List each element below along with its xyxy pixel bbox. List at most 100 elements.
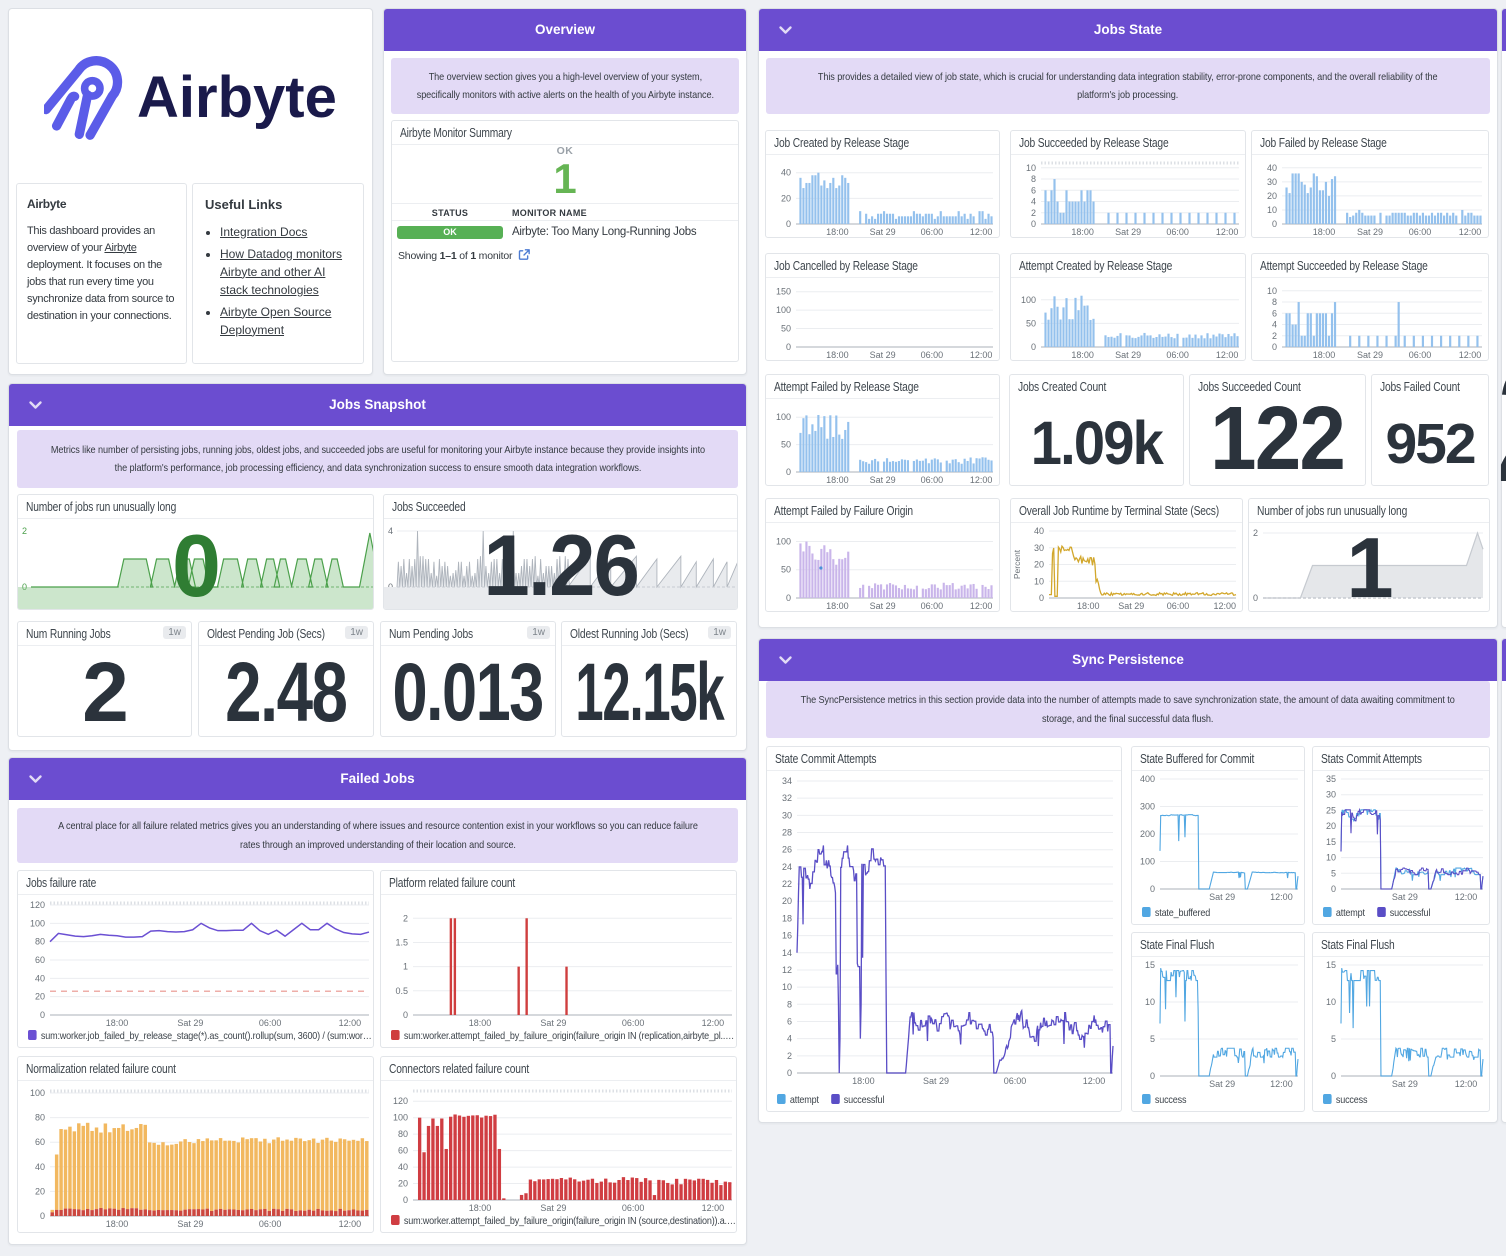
- svg-text:4: 4: [787, 1034, 792, 1044]
- svg-text:06:00: 06:00: [1166, 350, 1189, 360]
- svg-text:34: 34: [782, 776, 792, 786]
- svg-text:200: 200: [1140, 829, 1155, 839]
- svg-text:12:00: 12:00: [970, 227, 993, 237]
- svg-text:12:00: 12:00: [1216, 350, 1239, 360]
- svg-text:2: 2: [1272, 331, 1277, 341]
- svg-text:40: 40: [35, 973, 45, 983]
- svg-text:18:00: 18:00: [1071, 350, 1094, 360]
- svg-text:Sat 29: Sat 29: [1115, 227, 1141, 237]
- svg-text:20: 20: [1267, 191, 1277, 201]
- svg-text:10: 10: [1034, 576, 1044, 586]
- svg-text:12:00: 12:00: [702, 1018, 725, 1028]
- svg-text:100: 100: [30, 1088, 45, 1098]
- svg-text:12:00: 12:00: [1459, 350, 1482, 360]
- svg-text:0: 0: [22, 582, 27, 592]
- svg-text:18:00: 18:00: [852, 1076, 875, 1086]
- svg-text:100: 100: [1021, 295, 1036, 305]
- svg-text:120: 120: [393, 1096, 408, 1106]
- svg-text:06:00: 06:00: [259, 1219, 282, 1229]
- svg-text:12:00: 12:00: [970, 475, 993, 485]
- svg-text:Sat 29: Sat 29: [1392, 892, 1418, 902]
- svg-text:16: 16: [782, 931, 792, 941]
- svg-text:12:00: 12:00: [1270, 1079, 1293, 1089]
- svg-text:12:00: 12:00: [1214, 601, 1237, 611]
- svg-text:15: 15: [1326, 960, 1336, 970]
- svg-text:15: 15: [1326, 837, 1336, 847]
- svg-text:8: 8: [787, 999, 792, 1009]
- svg-text:4: 4: [1272, 320, 1277, 330]
- svg-text:2: 2: [403, 913, 408, 923]
- svg-text:60: 60: [35, 955, 45, 965]
- svg-text:18:00: 18:00: [1077, 601, 1100, 611]
- svg-text:18:00: 18:00: [826, 350, 849, 360]
- svg-text:28: 28: [782, 828, 792, 838]
- svg-text:12: 12: [782, 965, 792, 975]
- svg-text:12:00: 12:00: [339, 1018, 362, 1028]
- svg-text:0: 0: [1331, 884, 1336, 894]
- svg-text:Percent: Percent: [1012, 549, 1022, 579]
- svg-text:18:00: 18:00: [106, 1219, 129, 1229]
- svg-text:06:00: 06:00: [259, 1018, 282, 1028]
- svg-text:100: 100: [776, 412, 791, 422]
- svg-text:0: 0: [1031, 219, 1036, 229]
- svg-text:80: 80: [35, 937, 45, 947]
- svg-text:2: 2: [1031, 208, 1036, 218]
- svg-text:Sat 29: Sat 29: [177, 1018, 203, 1028]
- svg-text:18:00: 18:00: [469, 1203, 492, 1213]
- svg-text:2: 2: [787, 1051, 792, 1061]
- svg-text:0.5: 0.5: [395, 986, 408, 996]
- svg-text:06:00: 06:00: [1004, 1076, 1027, 1086]
- svg-text:40: 40: [35, 1162, 45, 1172]
- svg-text:20: 20: [398, 1179, 408, 1189]
- svg-text:50: 50: [781, 324, 791, 334]
- svg-text:0: 0: [1031, 342, 1036, 352]
- svg-text:30: 30: [1326, 790, 1336, 800]
- svg-text:22: 22: [782, 879, 792, 889]
- svg-text:50: 50: [1026, 318, 1036, 328]
- svg-text:80: 80: [35, 1113, 45, 1123]
- svg-text:30: 30: [782, 810, 792, 820]
- svg-text:14: 14: [782, 948, 792, 958]
- svg-text:06:00: 06:00: [921, 227, 944, 237]
- svg-text:06:00: 06:00: [1409, 227, 1432, 237]
- svg-text:12:00: 12:00: [1216, 227, 1239, 237]
- svg-text:10: 10: [1326, 997, 1336, 1007]
- svg-text:26: 26: [782, 845, 792, 855]
- svg-text:60: 60: [398, 1146, 408, 1156]
- svg-text:2: 2: [22, 526, 27, 536]
- svg-text:40: 40: [398, 1162, 408, 1172]
- svg-text:06:00: 06:00: [921, 601, 944, 611]
- svg-text:12:00: 12:00: [1083, 1076, 1106, 1086]
- svg-text:0: 0: [786, 593, 791, 603]
- svg-text:0: 0: [40, 1010, 45, 1020]
- svg-text:30: 30: [1267, 177, 1277, 187]
- svg-text:18:00: 18:00: [826, 475, 849, 485]
- svg-text:5: 5: [1150, 1034, 1155, 1044]
- svg-text:Sat 29: Sat 29: [1392, 1079, 1418, 1089]
- svg-text:6: 6: [787, 1016, 792, 1026]
- svg-text:0: 0: [786, 342, 791, 352]
- svg-text:12:00: 12:00: [1459, 227, 1482, 237]
- svg-text:40: 40: [1267, 163, 1277, 173]
- svg-text:Sat 29: Sat 29: [177, 1219, 203, 1229]
- svg-text:Sat 29: Sat 29: [1209, 1079, 1235, 1089]
- svg-text:50: 50: [781, 565, 791, 575]
- svg-text:18:00: 18:00: [1313, 227, 1336, 237]
- svg-text:0: 0: [1272, 219, 1277, 229]
- svg-text:10: 10: [782, 982, 792, 992]
- svg-text:300: 300: [1140, 802, 1155, 812]
- svg-text:50: 50: [781, 440, 791, 450]
- svg-text:0: 0: [787, 1068, 792, 1078]
- svg-text:0: 0: [1150, 1071, 1155, 1081]
- svg-text:2: 2: [1253, 528, 1258, 538]
- svg-text:8: 8: [1272, 297, 1277, 307]
- svg-text:18:00: 18:00: [826, 601, 849, 611]
- svg-text:0: 0: [1150, 884, 1155, 894]
- svg-text:12:00: 12:00: [970, 350, 993, 360]
- svg-text:150: 150: [776, 287, 791, 297]
- svg-text:Sat 29: Sat 29: [870, 350, 896, 360]
- svg-text:06:00: 06:00: [622, 1018, 645, 1028]
- svg-text:6: 6: [1272, 308, 1277, 318]
- svg-text:12:00: 12:00: [1455, 892, 1478, 902]
- svg-text:Sat 29: Sat 29: [923, 1076, 949, 1086]
